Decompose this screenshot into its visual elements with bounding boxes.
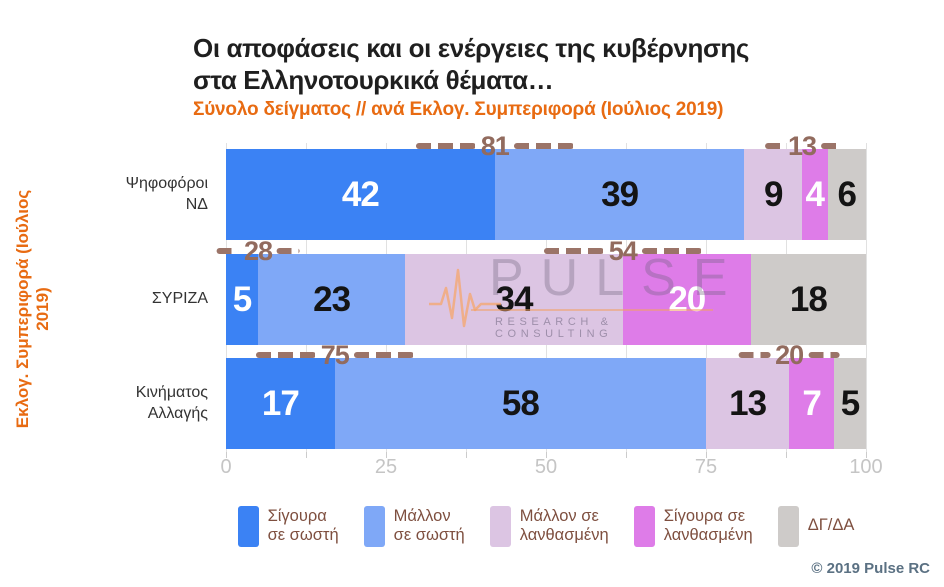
bar-segment: 17 [226,358,335,449]
annotation-value: 81 [480,130,510,161]
annotation-dash [821,143,839,149]
bar-segment: 9 [744,149,802,240]
bar-value-label: 9 [763,175,783,214]
bar-segment: 18 [750,254,866,345]
axis-tick [386,452,387,458]
annotation-value: 20 [775,339,804,370]
legend-swatch [363,505,385,547]
category-label: Κινήματος Αλλαγής [135,383,208,422]
bar-segment: 7 [789,358,834,449]
legend-item: Σίγουρα σε σωστή [237,505,339,547]
annotation-dash [808,352,840,358]
x-axis-tick-label: 25 [374,456,398,478]
y-axis-label: Εκλογ. Συμπεριφορά (Ιούλιος 2019) [13,189,52,429]
legend-label: Μάλλον σε λανθασμένη [519,506,609,544]
annotation-dash [641,248,702,254]
bar-value-label: 58 [501,384,540,423]
bar-segment: 6 [827,149,866,240]
x-axis: 0 25 50 75 100 [220,456,882,480]
sum-annotation: 54 [543,235,702,266]
annotation-dash [255,352,316,358]
annotation-value: 13 [787,130,817,161]
gridline [866,143,867,452]
bar-value-label: 42 [341,175,380,214]
annotation-dash [415,143,476,149]
bar-segment: 42 [226,149,495,240]
legend-item: Μάλλον σε λανθασμένη [489,505,609,547]
annotation-dash [513,143,574,149]
bar-row: ΣΥΡΙΖΑ 5 23 34 20 18 [152,254,866,345]
bar-segment: 5 [833,358,866,449]
axis-tick [546,452,547,458]
annotation-dash [216,248,239,254]
sum-annotation: 13 [765,131,839,161]
legend-label: Σίγουρα σε σωστή [267,506,339,544]
annotation-value: 28 [243,235,273,266]
annotation-value: 75 [320,339,350,370]
legend-item: Σίγουρα σε λανθασμένη [633,505,753,547]
chart-subtitle: Σύνολο δείγματος // ανά Εκλογ. Συμπεριφο… [193,99,724,120]
bar-value-label: 7 [802,384,821,423]
annotation-dash [353,352,414,358]
axis-tick [306,452,307,458]
bar-value-label: 34 [495,280,534,319]
chart-title: Οι αποφάσεις και οι ενέργειες της κυβέρν… [193,33,749,95]
sum-annotation: 75 [255,339,414,370]
annotation-dash [738,352,771,358]
bar-value-label: 6 [837,175,857,214]
bar-value-label: 39 [601,175,639,214]
plot-area: Ψηφοφόροι ΝΔ 42 39 9 4 6 ΣΥΡΙΖΑ 5 23 34 20 18 Κινήμα… [126,132,867,458]
axis-tick [706,452,707,458]
axis-tick [226,452,227,458]
bar-value-label: 4 [805,175,825,214]
legend-label: Σίγουρα σε λανθασμένη [663,506,753,544]
bar-value-label: 23 [313,280,351,319]
bar-row: Κινήματος Αλλαγής 17 58 13 7 5 [136,358,866,449]
bar-segment: 13 [705,358,790,449]
x-axis-tick-label: 75 [694,456,718,478]
x-axis-tick-label: 50 [534,456,558,478]
legend-swatch [489,505,511,547]
bar-segment: 20 [622,254,751,345]
annotation-dash [765,143,783,149]
axis-tick [626,452,627,458]
sum-annotation: 28 [216,235,300,266]
category-label: Ψηφοφόροι ΝΔ [125,174,208,213]
bar-value-label: 5 [232,280,252,319]
axis-tick [786,452,787,458]
legend-label: Μάλλον σε σωστή [393,506,465,544]
annotation-value: 54 [608,235,638,266]
annotation-dash [277,248,300,254]
legend-label: ΔΓ/ΔΑ [807,516,855,535]
legend-swatch [633,505,655,547]
bar-segment: 58 [334,358,706,449]
bar-value-label: 13 [729,384,767,423]
axis-tick [866,452,867,458]
copyright-footer: © 2019 Pulse RC [811,560,930,577]
bar-value-label: 18 [789,280,828,319]
sum-annotation: 81 [415,130,574,161]
bar-value-label: 17 [261,384,300,423]
annotation-dash [543,248,604,254]
bar-segment: 34 [405,254,623,345]
bar-value-label: 5 [840,384,860,423]
bar-segment: 39 [494,149,745,240]
x-axis-tick-label: 100 [849,456,883,478]
sum-annotation: 20 [738,339,840,370]
bar-segment: 4 [801,149,828,240]
legend-swatch [777,505,799,547]
bar-value-label: 20 [668,280,706,319]
legend: Σίγουρα σε σωστή Μάλλον σε σωστή Μάλλον σε… [220,499,872,553]
legend-swatch [237,505,259,547]
bar-segment: 5 [226,254,258,345]
x-axis-tick-label: 0 [220,456,232,478]
axis-tick [466,452,467,458]
legend-item: ΔΓ/ΔΑ [777,505,855,547]
bar-segment: 23 [258,254,406,345]
category-label: ΣΥΡΙΖΑ [151,290,208,308]
bar-row: Ψηφοφόροι ΝΔ 42 39 9 4 6 [126,149,866,240]
legend-item: Μάλλον σε σωστή [363,505,465,547]
